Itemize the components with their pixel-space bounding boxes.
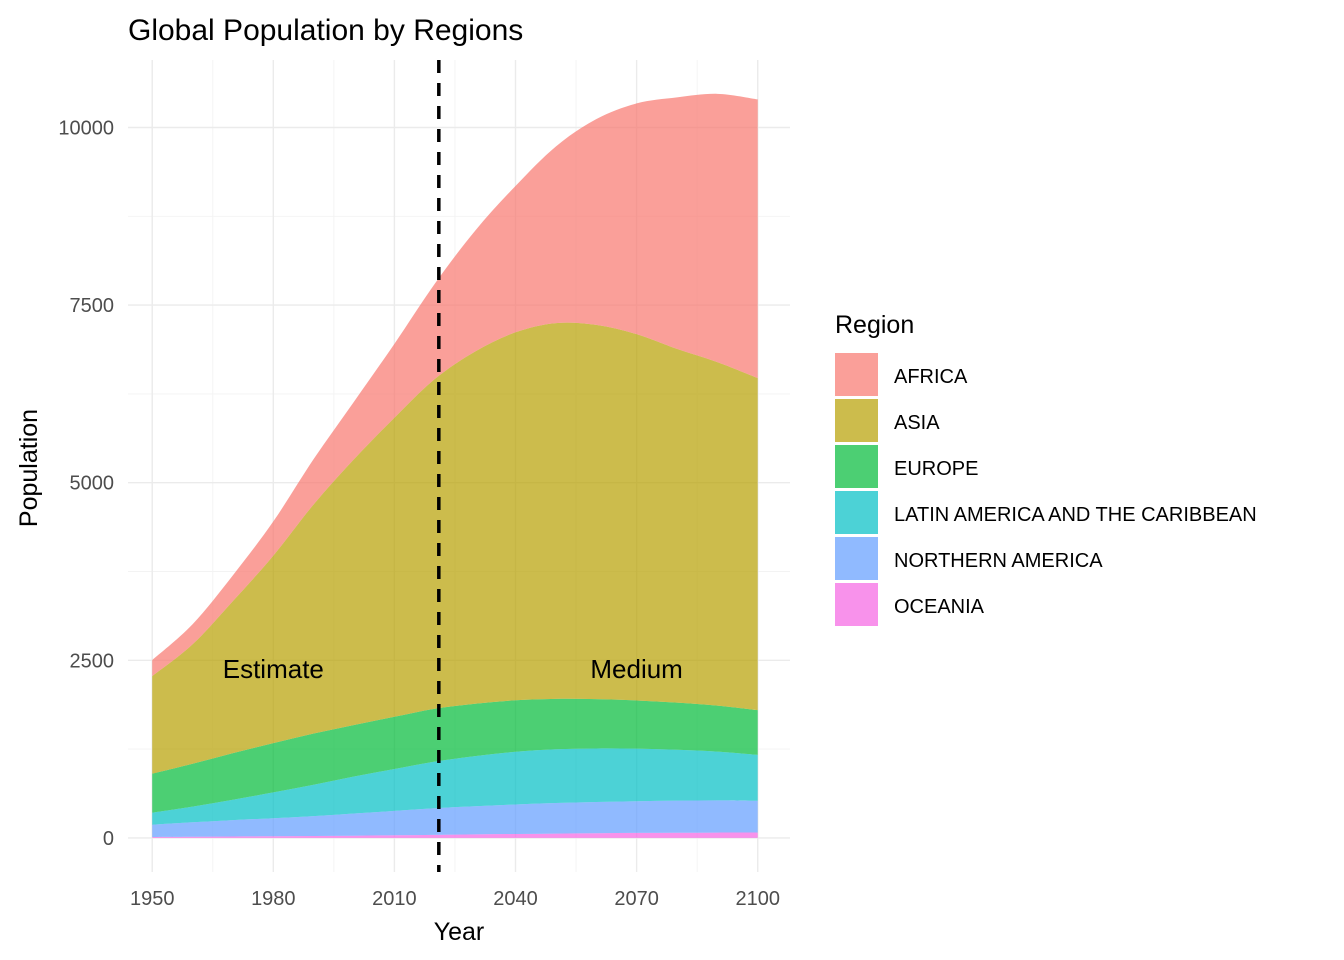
legend-swatch-oceania [835, 583, 878, 626]
x-tick-label: 1980 [251, 888, 296, 910]
legend-swatch-latin-america-and-the-caribbean [835, 491, 878, 534]
annotation-estimate: Estimate [223, 654, 324, 684]
x-tick-label: 2070 [614, 888, 659, 910]
annotations: Estimate Medium [223, 654, 683, 684]
area-oceania [152, 832, 758, 838]
legend-swatch-northern-america [835, 537, 878, 580]
x-tick-label: 2040 [493, 888, 538, 910]
x-tick-label: 1950 [130, 888, 175, 910]
y-axis-title: Population [15, 409, 43, 527]
legend-label-latin-america-and-the-caribbean: LATIN AMERICA AND THE CARIBBEAN [894, 504, 1257, 526]
legend-label-northern-america: NORTHERN AMERICA [894, 550, 1103, 572]
annotation-medium: Medium [590, 654, 682, 684]
area-africa [152, 93, 758, 677]
legend-swatch-asia [835, 399, 878, 442]
x-tick-label: 2010 [372, 888, 417, 910]
stacked-areas [152, 93, 758, 838]
area-europe [152, 698, 758, 813]
y-tick-label: 0 [103, 828, 114, 850]
y-tick-label: 7500 [70, 295, 115, 317]
legend-title: Region [835, 311, 914, 339]
legend-label-africa: AFRICA [894, 366, 968, 388]
area-northern-america [152, 800, 758, 837]
legend: Region AFRICA ASIA EUROPE LATIN AMERICA AND… [835, 311, 1257, 626]
x-tick-label: 2100 [735, 888, 780, 910]
legend-label-europe: EUROPE [894, 458, 978, 480]
chart-title: Global Population by Regions [128, 14, 523, 47]
legend-items: AFRICA ASIA EUROPE LATIN AMERICA AND THE CA… [835, 353, 1257, 626]
legend-label-oceania: OCEANIA [894, 596, 985, 618]
x-axis-ticks: 1950 1980 2010 2040 2070 2100 [130, 888, 780, 910]
y-tick-label: 5000 [70, 473, 115, 495]
x-axis-title: Year [434, 918, 485, 946]
y-axis-ticks: 0 2500 5000 7500 10000 [58, 117, 114, 849]
legend-swatch-africa [835, 353, 878, 396]
y-tick-label: 2500 [70, 650, 115, 672]
legend-label-asia: ASIA [894, 412, 940, 434]
area-latin-america-and-the-caribbean [152, 748, 758, 825]
legend-swatch-europe [835, 445, 878, 488]
y-tick-label: 10000 [58, 117, 114, 139]
area-asia [152, 322, 758, 774]
